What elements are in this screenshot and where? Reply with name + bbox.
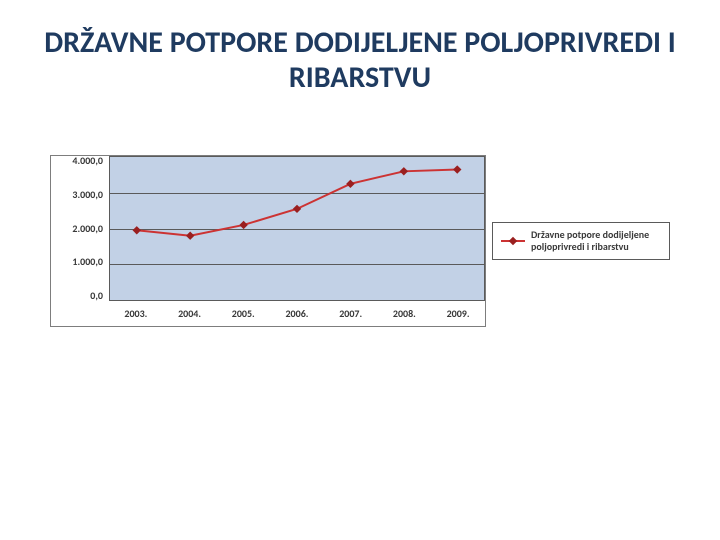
y-tick-label: 3.000,0	[72, 190, 103, 200]
chart-container: 4.000,03.000,02.000,01.000,00,0 2003.200…	[50, 155, 670, 327]
series-marker	[400, 167, 408, 175]
legend-label: Državne potpore dodijeljene poljoprivred…	[531, 229, 661, 253]
legend: Državne potpore dodijeljene poljoprivred…	[492, 222, 670, 260]
chart-frame: 4.000,03.000,02.000,01.000,00,0 2003.200…	[50, 155, 486, 327]
plot-area	[109, 156, 485, 301]
y-tick-label: 1.000,0	[72, 257, 103, 267]
series-marker	[186, 232, 194, 240]
x-axis: 2003. 2004. 2005. 2006. 2007. 2008. 2009.	[109, 301, 485, 326]
plot-row: 4.000,0 3.000,0 2.000,0 1.000,0 0,0	[51, 156, 485, 301]
x-tick-label: 2003.	[124, 307, 147, 320]
x-tick-label: 2005.	[232, 307, 255, 320]
series-marker	[453, 165, 461, 173]
x-tick-label: 2004.	[178, 307, 201, 320]
x-axis-row: 2003. 2004. 2005. 2006. 2007. 2008. 2009.	[51, 301, 485, 326]
x-tick-label: 2009.	[447, 307, 470, 320]
series-marker	[346, 180, 354, 188]
y-axis: 4.000,0 3.000,0 2.000,0 1.000,0 0,0	[51, 156, 109, 301]
x-tick-label: 2008.	[393, 307, 416, 320]
slide-title: DRŽAVNE POTPORE DODIJELJENE POLJOPRIVRED…	[40, 26, 680, 95]
legend-swatch-icon	[501, 236, 525, 246]
x-tick-label: 2006.	[285, 307, 308, 320]
series-line	[137, 170, 457, 236]
x-tick-label: 2007.	[339, 307, 362, 320]
y-tick-label: 4.000,0	[72, 156, 103, 166]
series-marker	[293, 205, 301, 213]
series-marker	[239, 221, 247, 229]
y-tick-label: 2.000,0	[72, 224, 103, 234]
y-tick-label: 0,0	[90, 291, 103, 301]
series-marker	[133, 226, 141, 234]
line-series	[110, 157, 484, 300]
